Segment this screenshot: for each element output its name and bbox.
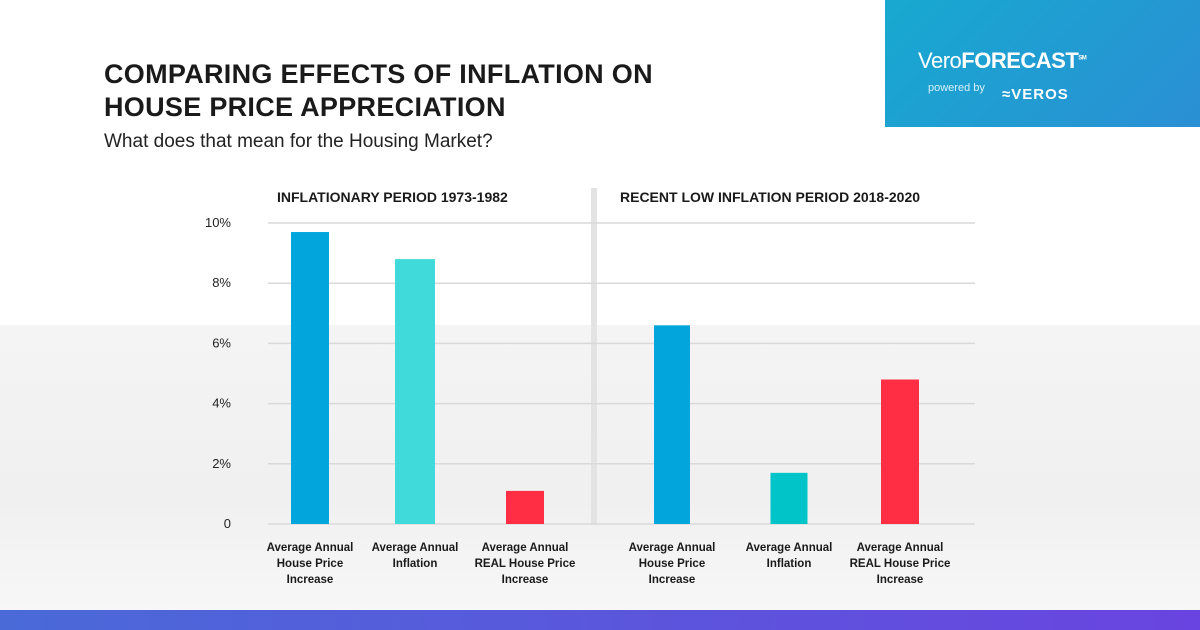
veros-logo: ≈VEROS: [1002, 86, 1069, 103]
y-tick-label: 10%: [205, 215, 231, 230]
veroforecast-logo: VeroFORECASTSM: [918, 48, 1087, 74]
group-title-2: RECENT LOW INFLATION PERIOD 2018-2020: [620, 189, 921, 205]
bar: [881, 379, 919, 524]
footer-gradient-bar: [0, 610, 1200, 630]
y-tick-label: 4%: [212, 396, 231, 411]
veros-text: VEROS: [1011, 86, 1069, 103]
page-title: COMPARING EFFECTS OF INFLATION ON HOUSE …: [104, 58, 653, 124]
bar: [395, 259, 435, 524]
category-label: Average Annual REAL House Price Increase: [849, 542, 951, 586]
bar: [770, 472, 808, 524]
group-divider: [591, 188, 597, 525]
category-label: Average Annual REAL House Price Increase: [474, 542, 576, 586]
y-tick-label: 2%: [212, 456, 231, 471]
category-label: Average Annual House Price Increase: [266, 542, 354, 586]
background-buildings: [0, 325, 1200, 610]
bar: [506, 490, 544, 524]
bar: [654, 325, 690, 524]
subtitle: What does that mean for the Housing Mark…: [104, 131, 493, 152]
logo-forecast: FORECAST: [961, 48, 1079, 73]
brand-logo-panel: VeroFORECASTSM powered by ≈VEROS: [885, 0, 1200, 127]
y-tick-label: 8%: [212, 275, 231, 290]
category-label: Average Annual Inflation: [371, 542, 459, 570]
title-line-1: COMPARING EFFECTS OF INFLATION ON: [104, 59, 653, 89]
y-tick-label: 0: [224, 516, 231, 531]
y-tick-label: 6%: [212, 335, 231, 350]
category-label: Average Annual Inflation: [745, 542, 833, 570]
title-line-2: HOUSE PRICE APPRECIATION: [104, 92, 506, 122]
group-title-1: INFLATIONARY PERIOD 1973-1982: [277, 189, 508, 205]
powered-by: powered by: [928, 82, 985, 94]
logo-sm: SM: [1078, 55, 1087, 62]
bar: [291, 232, 329, 524]
category-label: Average Annual House Price Increase: [628, 542, 716, 586]
logo-vero: Vero: [918, 48, 962, 73]
